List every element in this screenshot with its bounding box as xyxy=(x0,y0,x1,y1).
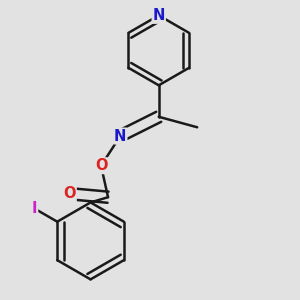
Text: O: O xyxy=(95,158,107,173)
Text: O: O xyxy=(63,186,76,201)
Text: N: N xyxy=(153,8,165,23)
Text: N: N xyxy=(114,128,127,143)
Text: I: I xyxy=(32,201,37,216)
